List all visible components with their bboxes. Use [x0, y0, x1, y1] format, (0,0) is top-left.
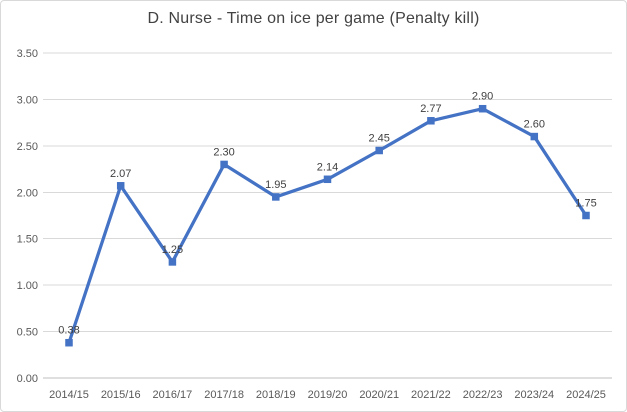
x-tick-label: 2015/16 — [101, 389, 141, 401]
x-tick-label: 2016/17 — [153, 389, 193, 401]
data-point-label: 2.07 — [110, 168, 131, 180]
data-point-marker — [427, 117, 435, 125]
data-point-marker — [116, 182, 125, 190]
x-tick-label: 2023/24 — [514, 389, 554, 401]
y-tick-label: 1.00 — [17, 280, 38, 292]
x-tick-label: 2021/22 — [411, 389, 451, 401]
data-point-label: 1.25 — [162, 244, 183, 256]
data-point-label: 2.77 — [420, 103, 441, 115]
data-point-label: 1.75 — [575, 198, 596, 210]
x-tick-label: 2014/15 — [49, 389, 89, 401]
data-point-marker — [168, 258, 177, 266]
y-tick-label: 2.50 — [17, 141, 38, 153]
data-point-label: 2.30 — [213, 146, 234, 158]
data-point-label: 2.14 — [317, 161, 338, 173]
data-point-label: 2.60 — [524, 119, 545, 131]
y-tick-label: 3.00 — [17, 94, 38, 106]
data-point-marker — [478, 104, 487, 113]
data-point-marker — [375, 146, 383, 155]
data-point-marker — [323, 175, 332, 184]
data-point-marker — [65, 338, 73, 347]
data-point-marker — [582, 211, 590, 220]
data-point-label: 2.45 — [368, 133, 389, 145]
y-tick-label: 0.50 — [17, 327, 38, 339]
x-tick-label: 2024/25 — [566, 389, 606, 401]
x-tick-label: 2020/21 — [359, 389, 399, 401]
data-point-marker — [530, 132, 539, 141]
y-tick-label: 0.00 — [17, 373, 38, 385]
x-tick-label: 2022/23 — [463, 389, 503, 401]
chart-title: D. Nurse - Time on ice per game (Penalty… — [147, 10, 480, 27]
data-point-marker — [220, 160, 228, 169]
x-tick-label: 2019/20 — [308, 389, 348, 401]
data-point-label: 1.95 — [265, 179, 286, 191]
y-tick-label: 3.50 — [17, 48, 38, 60]
data-series-line — [67, 107, 588, 345]
x-tick-label: 2018/19 — [256, 389, 296, 401]
data-point-label: 2.90 — [472, 91, 493, 103]
data-point-marker — [272, 193, 280, 201]
y-tick-label: 1.50 — [17, 234, 38, 246]
data-point-label: 0.38 — [58, 325, 79, 337]
x-tick-label: 2017/18 — [204, 389, 244, 401]
y-tick-label: 2.00 — [17, 187, 38, 199]
